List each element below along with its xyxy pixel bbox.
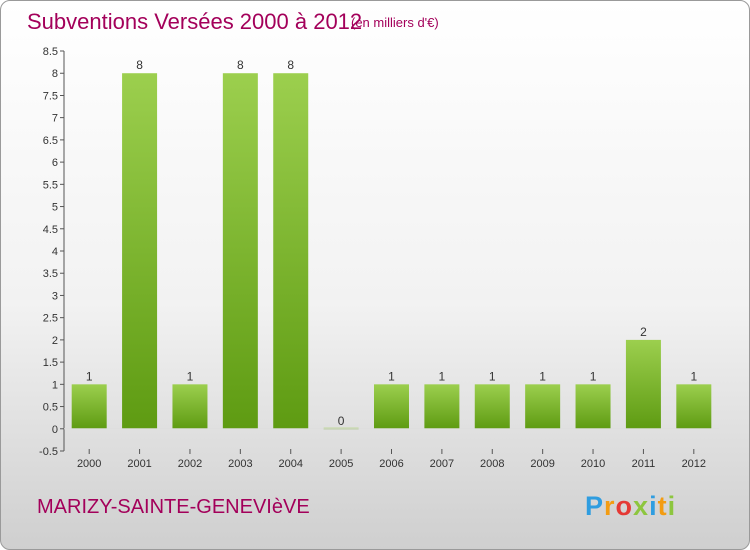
bar-2009[interactable]	[525, 384, 561, 429]
bars-layer: 1 8 1 8 8 0 1 1 1 1 1 2 1	[71, 58, 712, 430]
bar-2010[interactable]	[575, 384, 611, 429]
x-tick-label-2001: 2001	[127, 458, 151, 470]
x-tick-label-2009: 2009	[530, 458, 554, 470]
chart-subtitle: (en milliers d'€)	[351, 15, 439, 30]
y-tick-label: 3.5	[43, 268, 58, 280]
bar-2012[interactable]	[676, 384, 712, 429]
commune-name: MARIZY-SAINTE-GENEVIèVE	[37, 496, 310, 518]
value-label-2005: 0	[338, 414, 345, 428]
x-tick-label-2000: 2000	[77, 458, 101, 470]
y-tick-label: 8.5	[43, 46, 58, 58]
y-tick-label: 1	[52, 379, 58, 391]
value-label-2000: 1	[86, 369, 93, 383]
y-tick-label: 6.5	[43, 135, 58, 147]
x-tick-label-2004: 2004	[278, 458, 302, 470]
value-label-2008: 1	[489, 369, 496, 383]
x-tick-label-2005: 2005	[329, 458, 353, 470]
y-tick-label: 6	[52, 157, 58, 169]
value-label-2011: 2	[640, 325, 647, 339]
value-label-2004: 8	[287, 58, 294, 72]
proxiti-logo[interactable]: Proxiti	[585, 491, 676, 522]
y-tick-label: 0	[52, 424, 58, 436]
logo-letter: x	[633, 491, 650, 521]
value-label-2012: 1	[690, 369, 697, 383]
bar-2007[interactable]	[424, 384, 460, 429]
y-tick-label: 0.5	[43, 402, 58, 414]
x-tick-label-2007: 2007	[430, 458, 454, 470]
bar-2008[interactable]	[474, 384, 510, 429]
bar-2011[interactable]	[625, 339, 661, 429]
y-tick-label: 7	[52, 113, 58, 125]
x-tick-label-2012: 2012	[682, 458, 706, 470]
bar-2004[interactable]	[273, 73, 309, 429]
x-tick-label-2011: 2011	[632, 458, 656, 470]
x-tick-label-2006: 2006	[379, 458, 403, 470]
bar-2003[interactable]	[222, 73, 258, 429]
bar-2000[interactable]	[71, 384, 107, 429]
y-tick-label: 8	[52, 68, 58, 80]
x-tick-label-2010: 2010	[581, 458, 605, 470]
y-tick-label: 4.5	[43, 224, 58, 236]
logo-letter: o	[615, 491, 634, 521]
x-tick-label-2003: 2003	[228, 458, 252, 470]
bar-2001[interactable]	[122, 73, 158, 429]
logo-letter: P	[585, 491, 605, 521]
logo-letter: i	[649, 491, 658, 521]
axis-layer: -0.5 0 0.5 1 1.5 2 2.5 3 3.5 4 4.5 5 5.5 6 6.5 7 7.5 8 8.5…	[39, 46, 719, 470]
value-label-2003: 8	[237, 58, 244, 72]
y-tick-label: 3	[52, 290, 58, 302]
y-tick-label: 5	[52, 202, 58, 214]
chart-title: Subventions Versées 2000 à 2012	[27, 9, 363, 34]
y-tick-label: 2	[52, 335, 58, 347]
bar-2006[interactable]	[374, 384, 409, 429]
value-label-2009: 1	[539, 369, 546, 383]
y-tick-label: 5.5	[43, 179, 58, 191]
y-tick-label: 7.5	[43, 90, 58, 102]
x-tick-label-2008: 2008	[480, 458, 504, 470]
logo-letter: t	[657, 491, 668, 521]
bar-2002[interactable]	[172, 384, 208, 429]
value-label-2006: 1	[388, 369, 395, 383]
y-tick-label: 4	[52, 246, 58, 258]
logo-letter: i	[667, 491, 677, 521]
logo-letter: r	[604, 491, 616, 521]
y-tick-label: 1.5	[43, 357, 58, 369]
y-tick-label: -0.5	[39, 446, 58, 458]
value-label-2010: 1	[590, 369, 597, 383]
y-tick-label: 2.5	[43, 313, 58, 325]
value-label-2007: 1	[439, 369, 446, 383]
value-label-2002: 1	[187, 369, 194, 383]
value-label-2001: 8	[136, 58, 143, 72]
x-tick-label-2002: 2002	[178, 458, 202, 470]
